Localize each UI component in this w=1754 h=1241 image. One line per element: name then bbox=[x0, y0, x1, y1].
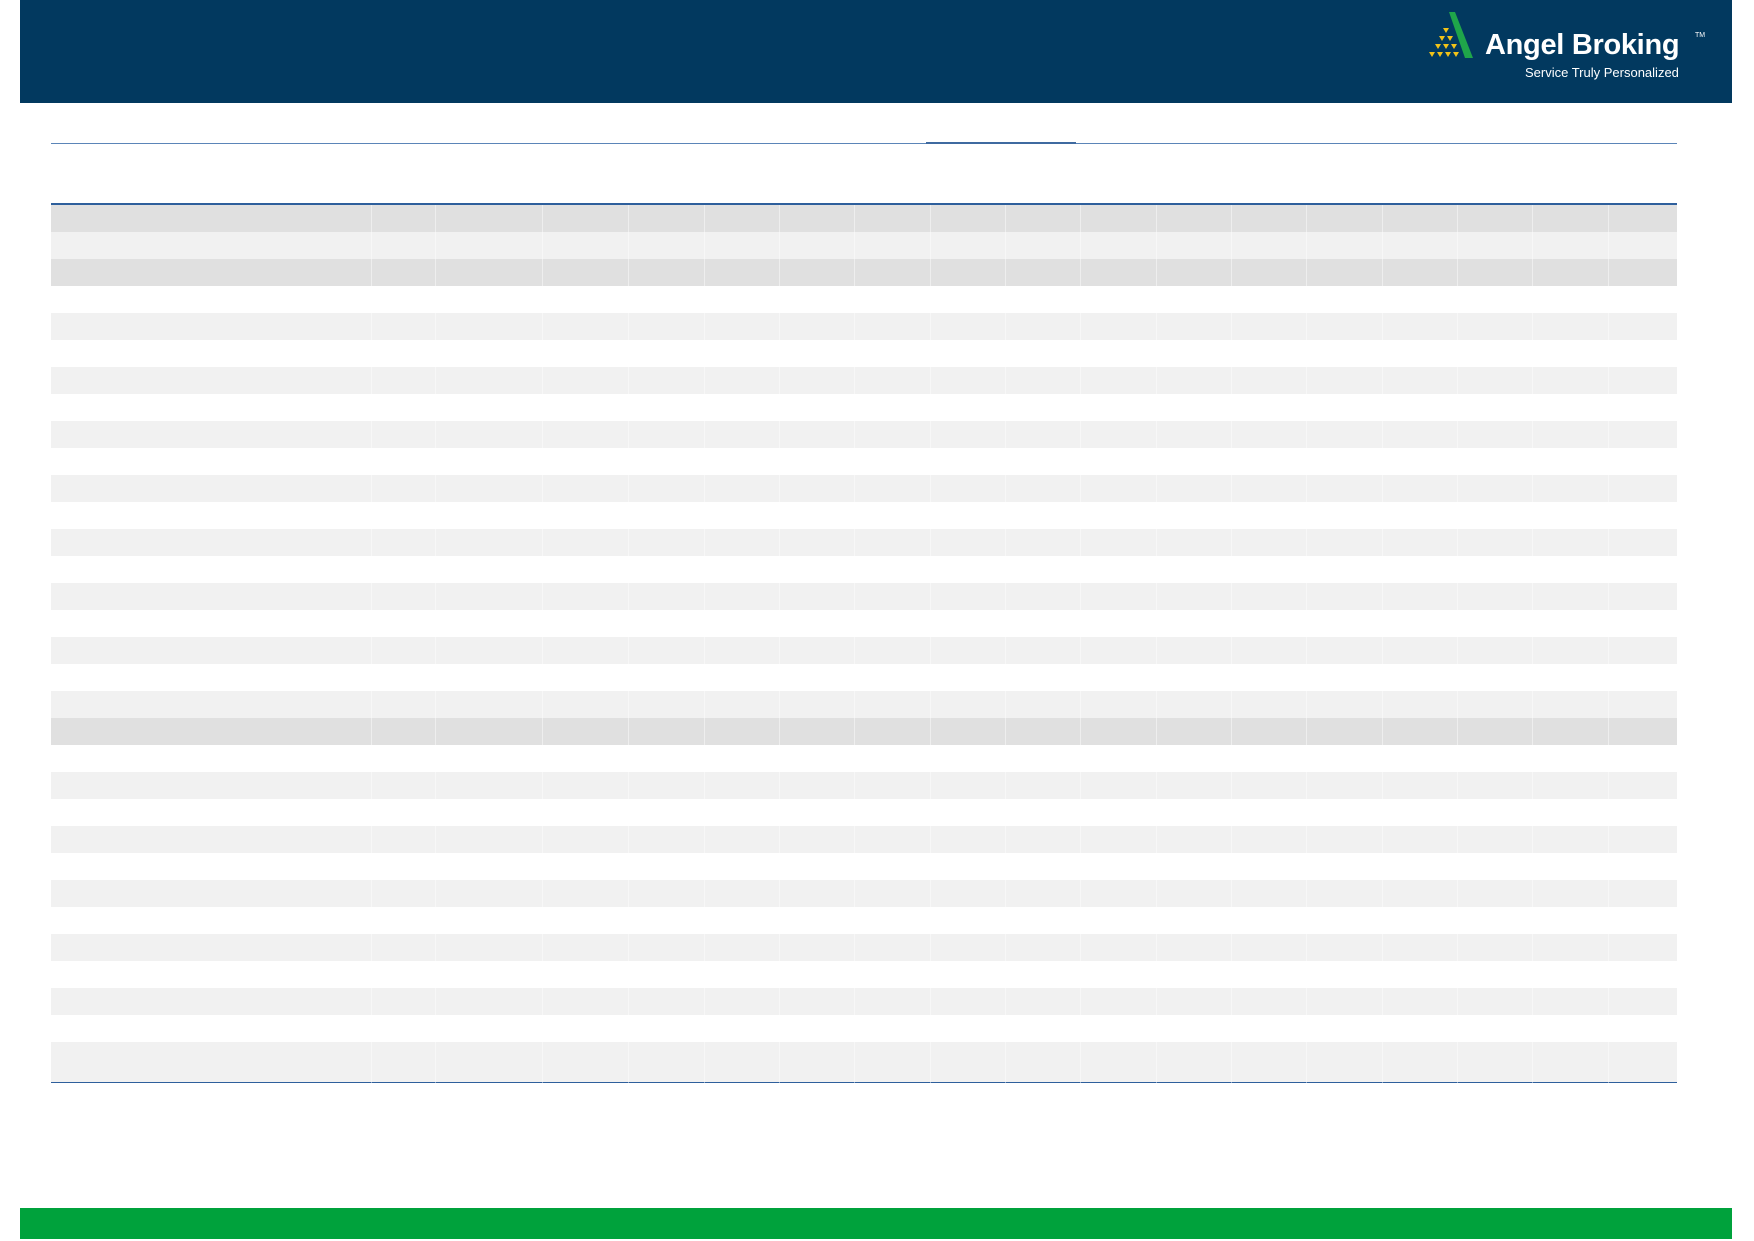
column-divider bbox=[628, 205, 629, 1091]
table-row bbox=[51, 961, 1677, 988]
tagline: Service Truly Personalized bbox=[1525, 65, 1679, 80]
column-divider bbox=[1005, 205, 1006, 1091]
title-rule-accent bbox=[926, 142, 1076, 144]
table-row bbox=[51, 394, 1677, 421]
table-row bbox=[51, 745, 1677, 772]
table-row bbox=[51, 664, 1677, 691]
column-divider bbox=[779, 205, 780, 1091]
table-row bbox=[51, 934, 1677, 961]
table-row bbox=[51, 772, 1677, 799]
table-row bbox=[51, 556, 1677, 583]
table-row bbox=[51, 826, 1677, 853]
table-row bbox=[51, 232, 1677, 259]
table-row bbox=[51, 1042, 1677, 1082]
brand-name: Angel Broking bbox=[1485, 29, 1680, 61]
column-divider bbox=[1231, 205, 1232, 1091]
title-rule bbox=[51, 143, 1677, 144]
angel-broking-logo: Angel Broking TM Service Truly Personali… bbox=[1425, 12, 1725, 87]
table-row bbox=[51, 421, 1677, 448]
column-divider bbox=[371, 205, 372, 1091]
column-divider bbox=[1608, 205, 1609, 1091]
column-divider bbox=[704, 205, 705, 1091]
table-row bbox=[51, 259, 1677, 286]
column-divider bbox=[1306, 205, 1307, 1091]
table-row bbox=[51, 448, 1677, 475]
table-row bbox=[51, 205, 1677, 232]
column-divider bbox=[1532, 205, 1533, 1091]
table-row bbox=[51, 718, 1677, 745]
table-row bbox=[51, 286, 1677, 313]
data-table bbox=[51, 203, 1677, 1083]
trademark: TM bbox=[1695, 32, 1706, 39]
table-row bbox=[51, 610, 1677, 637]
table-row bbox=[51, 502, 1677, 529]
table-row bbox=[51, 691, 1677, 718]
table-row bbox=[51, 1015, 1677, 1042]
column-divider bbox=[1080, 205, 1081, 1091]
table-row bbox=[51, 475, 1677, 502]
table-row bbox=[51, 988, 1677, 1015]
pyramid-triangle-icon bbox=[1429, 12, 1473, 58]
table-row bbox=[51, 907, 1677, 934]
table-row bbox=[51, 637, 1677, 664]
column-divider bbox=[930, 205, 931, 1091]
column-divider bbox=[542, 205, 543, 1091]
table-row bbox=[51, 853, 1677, 880]
column-divider bbox=[1457, 205, 1458, 1091]
table-row bbox=[51, 799, 1677, 826]
column-divider bbox=[854, 205, 855, 1091]
table-row bbox=[51, 313, 1677, 340]
column-divider bbox=[1382, 205, 1383, 1091]
table-row bbox=[51, 529, 1677, 556]
table-row bbox=[51, 340, 1677, 367]
column-divider bbox=[435, 205, 436, 1091]
footer-bar bbox=[20, 1208, 1732, 1239]
table-row bbox=[51, 367, 1677, 394]
table-row bbox=[51, 583, 1677, 610]
header-bar: Angel Broking TM Service Truly Personali… bbox=[20, 0, 1732, 103]
column-divider bbox=[1156, 205, 1157, 1091]
table-row bbox=[51, 880, 1677, 907]
